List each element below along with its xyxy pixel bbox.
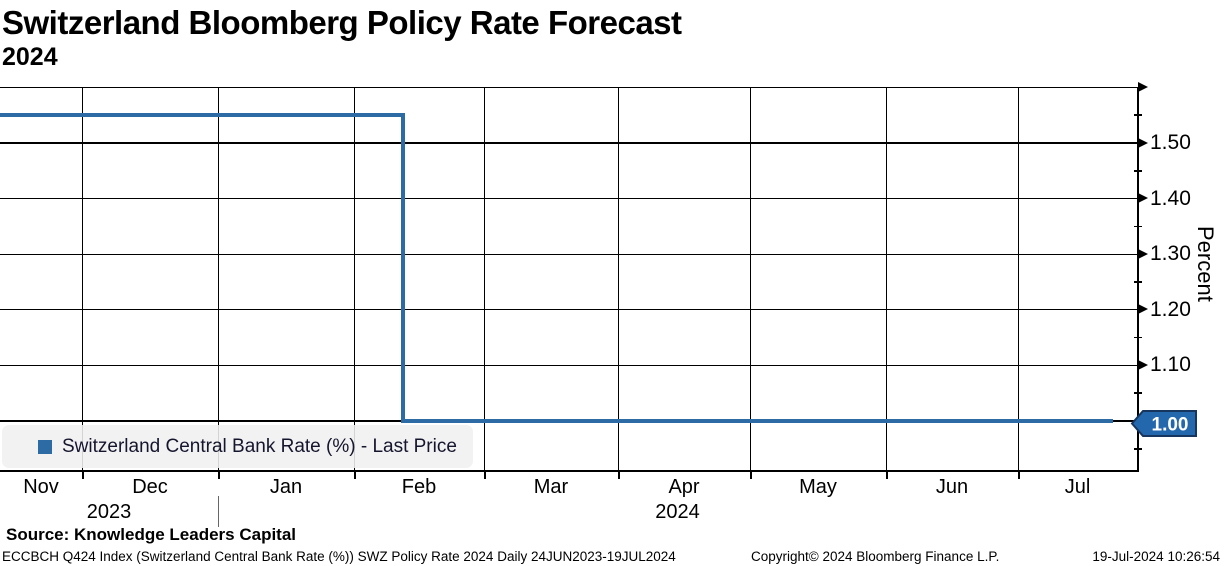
y-axis-title: Percent [1193,226,1218,302]
y-tick-label: 1.20 [1150,297,1191,321]
series-line-segment [401,419,1113,423]
y-axis-minor-tick [1134,448,1142,450]
x-month-label: Jul [1064,476,1091,498]
y-axis-major-tick-arrow-icon [1138,359,1148,370]
year-separator [218,496,219,527]
x-month-label: Nov [23,476,59,498]
y-axis-minor-tick [1134,281,1142,283]
footer-timestamp: 19-Jul-2024 10:26:54 [1092,549,1220,564]
h-gridline [0,309,1137,311]
y-axis-minor-tick [1134,225,1142,228]
y-axis-major-tick-arrow-icon [1138,248,1148,259]
legend-marker-icon [38,439,52,454]
v-gridline [750,87,752,470]
y-axis-line [1137,87,1139,472]
v-gridline [618,87,620,470]
h-gridline [0,253,1137,255]
h-gridline [0,86,1137,88]
x-axis-tick [618,472,620,479]
series-line-segment [0,113,405,118]
v-gridline [354,87,356,470]
chart-title: Switzerland Bloomberg Policy Rate Foreca… [2,4,682,41]
v-gridline [82,87,84,470]
h-gridline [0,198,1137,200]
source-line: Source: Knowledge Leaders Capital [6,525,297,544]
v-gridline [484,87,486,470]
y-axis-major-tick-arrow-icon [1138,137,1148,148]
footer-description: ECCBCH Q424 Index (Switzerland Central B… [2,549,676,564]
h-gridline [0,142,1137,144]
x-month-label: Dec [132,476,168,498]
x-axis-tick [354,472,356,479]
x-month-label: Jan [269,476,303,498]
y-tick-label: 1.10 [1150,353,1191,377]
v-gridline [886,87,888,470]
x-axis-tick [750,472,752,479]
x-month-label: Feb [401,476,437,498]
x-axis-line [0,470,1139,472]
y-tick-label: 1.50 [1150,131,1191,154]
legend: Switzerland Central Bank Rate (%) - Last… [2,425,473,468]
h-gridline [0,364,1137,366]
y-axis-minor-tick [1134,392,1142,394]
v-gridline [1018,87,1020,470]
x-axis-tick [886,472,888,479]
last-price-tag: 1.00 [1130,410,1197,437]
x-axis-tick [82,472,84,479]
series-line-segment [401,113,405,423]
y-tick-label: 1.40 [1150,186,1191,210]
y-axis-minor-tick [1134,114,1142,116]
last-price-tag-shape [1130,410,1197,437]
x-axis-tick [484,472,486,479]
y-axis-major-tick-arrow-icon [1138,193,1148,204]
x-month-label: Mar [533,476,569,498]
y-axis-minor-tick [1134,336,1142,339]
x-month-label: May [799,476,837,498]
x-axis-tick [1018,472,1020,479]
x-year-label: 2023 [86,501,132,523]
y-axis-major-tick-arrow-icon [1138,81,1148,92]
x-year-label: 2024 [655,501,700,523]
x-month-label: Apr [668,476,700,498]
y-axis-major-tick-arrow-icon [1138,304,1148,315]
y-axis-minor-tick [1134,170,1142,172]
footer-copyright: Copyright© 2024 Bloomberg Finance L.P. [751,549,1000,564]
y-tick-label: 1.30 [1150,242,1191,266]
last-price-tag-value: 1.00 [1152,415,1189,436]
v-gridline [218,87,220,470]
x-axis-tick [218,472,220,479]
chart-subtitle: 2024 [2,43,58,71]
x-month-label: Jun [935,476,969,498]
legend-label: Switzerland Central Bank Rate (%) - Last… [62,435,457,457]
